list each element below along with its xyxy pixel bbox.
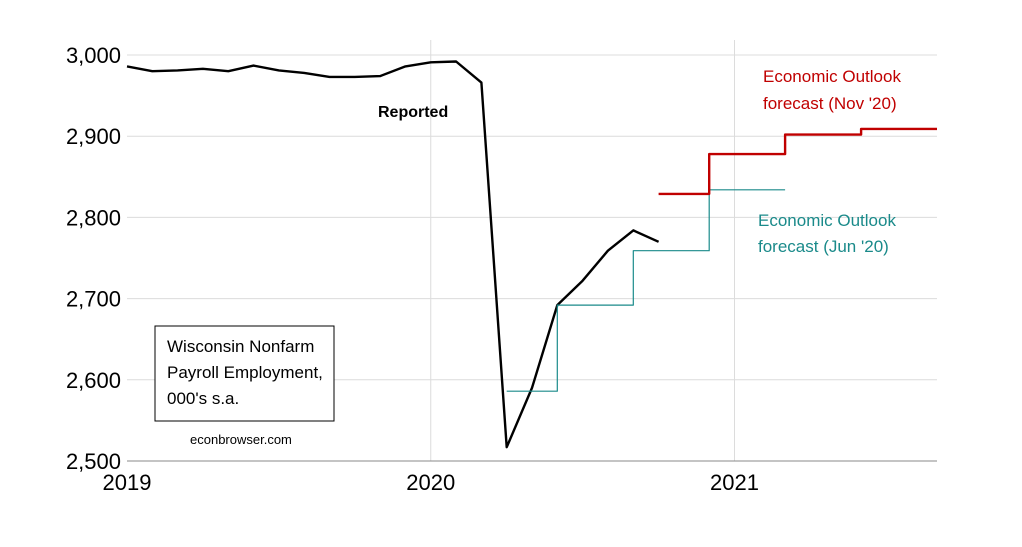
x-tick-label: 2019: [103, 470, 152, 495]
jun-forecast-label-line1: Economic Outlook: [758, 211, 896, 230]
x-tick-label: 2020: [406, 470, 455, 495]
y-axis-ticks: 2,500 2,600 2,700 2,800 2,900 3,000: [66, 43, 121, 474]
description-line3: 000's s.a.: [167, 389, 239, 408]
y-tick-label: 2,700: [66, 287, 121, 312]
credit-text: econbrowser.com: [190, 432, 292, 447]
y-tick-label: 2,500: [66, 449, 121, 474]
series-group: [126, 60, 937, 449]
y-tick-label: 2,900: [66, 124, 121, 149]
nov-forecast-label-line2: forecast (Nov '20): [763, 94, 897, 113]
reported-label: Reported: [378, 104, 448, 121]
jun-forecast-label-line2: forecast (Jun '20): [758, 237, 889, 256]
description-box: [154, 325, 335, 422]
y-tick-label: 2,800: [66, 205, 121, 230]
series-forecast-nov20: [658, 127, 937, 196]
nov-forecast-label-line1: Economic Outlook: [763, 67, 901, 86]
series-forecast-jun20: [506, 189, 786, 392]
description-line1: Wisconsin Nonfarm: [167, 337, 314, 356]
x-axis-ticks: 2019 2020 2021: [103, 470, 759, 495]
description-line2: Payroll Employment,: [167, 363, 323, 382]
y-tick-label: 2,600: [66, 368, 121, 393]
y-tick-label: 3,000: [66, 43, 121, 68]
series-reported: [126, 60, 660, 449]
x-tick-label: 2021: [710, 470, 759, 495]
